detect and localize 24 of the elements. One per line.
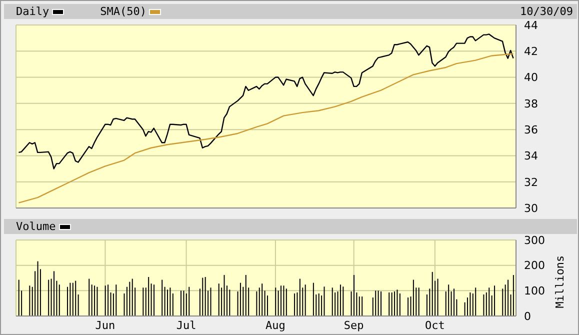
y-tick-label: 32 — [524, 176, 538, 189]
x-tick-label: Jun — [95, 318, 116, 332]
y-tick-label: 40 — [524, 71, 538, 84]
y-tick-label: 42 — [524, 45, 538, 58]
x-tick-label: Sep — [344, 318, 364, 332]
legend-label: Daily — [16, 4, 50, 19]
legend-label: SMA(50) — [100, 4, 146, 19]
line-series — [18, 53, 514, 204]
y-tick-label: 44 — [524, 18, 538, 32]
y-tick-label: 36 — [524, 123, 538, 136]
legend-label: Volume — [16, 219, 56, 234]
y-tick-label: 300 — [524, 234, 545, 247]
y-tick-label: 38 — [524, 97, 538, 110]
x-tick-label: Jul — [176, 318, 196, 332]
y-tick-label: 30 — [524, 202, 538, 215]
line-series — [18, 34, 514, 170]
y-tick-label: 200 — [524, 259, 545, 272]
y-tick-label: 0 — [524, 310, 531, 323]
x-tick-label: Oct — [424, 318, 445, 332]
y-tick-label: 34 — [524, 150, 538, 163]
y-tick-label: 100 — [524, 284, 545, 298]
y-axis-title: Millions — [554, 255, 566, 308]
text: 10/30/09 — [520, 4, 573, 19]
x-tick-label: Aug — [266, 318, 286, 332]
